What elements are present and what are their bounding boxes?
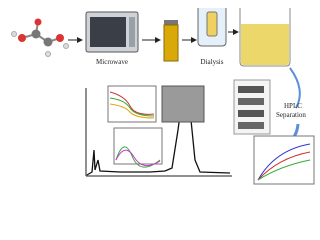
inset-fluorescence: [113, 127, 163, 168]
step-label: Microwave: [96, 58, 128, 66]
step-label: Separation: [276, 111, 306, 119]
yellow-beaker: [239, 8, 291, 67]
graphical-abstract: Microwave Dialysis HPLC Separation: [11, 8, 315, 185]
chromatogram: [85, 88, 232, 177]
step-label: HPLC: [284, 102, 302, 110]
step-label: Dialysis: [201, 58, 224, 66]
inset-spectra: [107, 85, 157, 123]
arrow: [289, 67, 301, 109]
tem-image: [161, 85, 205, 123]
hplc-panel: [233, 79, 271, 135]
microwave: [85, 11, 139, 53]
vial: [163, 20, 179, 62]
inset-kinetics: [253, 135, 315, 185]
dialysis-beaker: [197, 8, 227, 47]
molecule: [11, 18, 69, 57]
